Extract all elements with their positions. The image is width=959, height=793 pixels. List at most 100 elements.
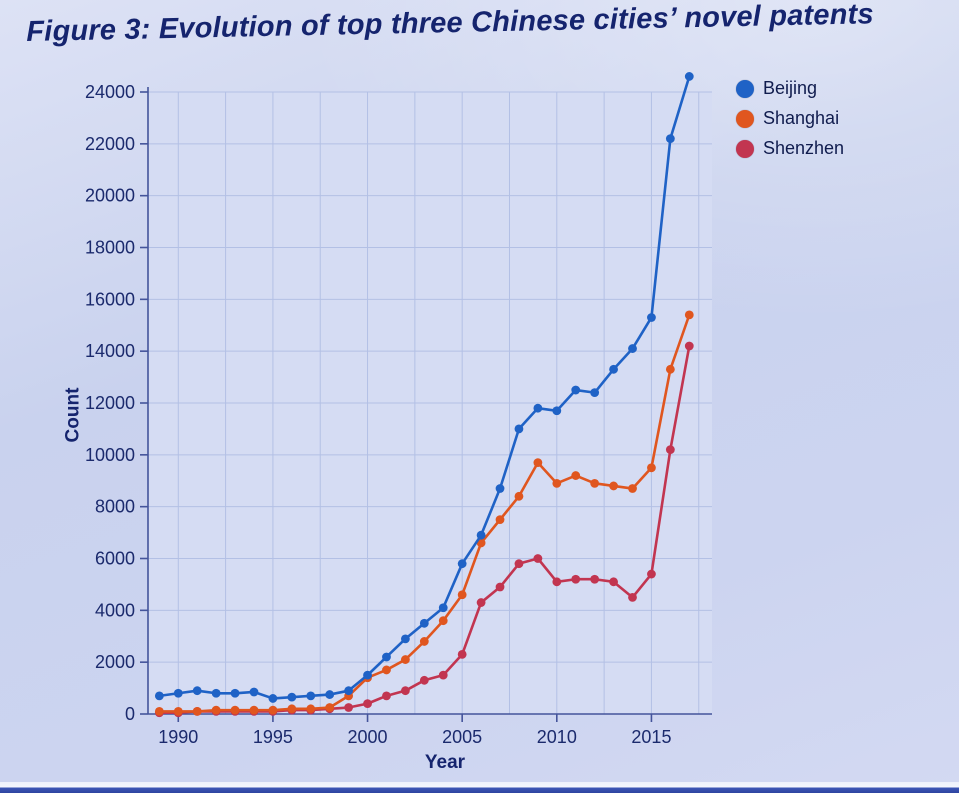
x-tick-label: 1995: [253, 727, 293, 747]
data-point-beijing: [192, 686, 202, 696]
legend-dot-shenzhen: [736, 139, 754, 158]
y-tick-label: 4000: [95, 600, 135, 620]
data-point-shanghai: [268, 705, 278, 715]
data-point-shanghai: [684, 310, 694, 320]
data-point-beijing: [306, 691, 316, 701]
data-point-shanghai: [154, 707, 164, 716]
data-point-shenzhen: [400, 686, 410, 696]
data-point-shenzhen: [382, 691, 391, 701]
y-tick-label: 0: [125, 704, 135, 724]
data-point-shenzhen: [609, 577, 618, 587]
data-point-shanghai: [438, 616, 448, 626]
data-point-shenzhen: [628, 592, 637, 602]
data-point-beijing: [495, 484, 505, 493]
y-tick-label: 12000: [85, 393, 135, 413]
legend-label-shanghai: Shanghai: [763, 108, 840, 128]
x-tick-label: 1990: [158, 727, 198, 747]
data-point-shenzhen: [514, 559, 524, 569]
y-axis-label: Count: [62, 387, 84, 443]
data-point-beijing: [249, 687, 259, 697]
data-point-shanghai: [533, 458, 543, 468]
data-point-shanghai: [230, 705, 240, 715]
data-point-beijing: [419, 618, 429, 628]
data-point-beijing: [647, 313, 656, 322]
data-point-beijing: [344, 686, 354, 696]
data-point-beijing: [533, 403, 543, 413]
data-point-beijing: [230, 688, 240, 698]
y-tick-label: 14000: [85, 341, 135, 361]
data-point-shanghai: [211, 705, 221, 715]
data-point-beijing: [684, 72, 694, 81]
data-point-beijing: [268, 694, 278, 703]
data-point-shenzhen: [476, 598, 486, 607]
y-tick-label: 22000: [85, 134, 135, 154]
data-point-beijing: [211, 688, 221, 698]
data-point-shanghai: [249, 705, 259, 715]
x-tick-label: 2000: [348, 727, 388, 747]
data-point-shanghai: [647, 463, 656, 473]
data-point-shanghai: [382, 665, 391, 675]
legend-item-shenzhen: Shenzhen: [736, 138, 844, 159]
y-tick-label: 6000: [95, 549, 135, 569]
data-point-shanghai: [287, 704, 297, 714]
data-point-beijing: [382, 652, 391, 662]
data-point-beijing: [325, 690, 335, 699]
data-point-shanghai: [590, 478, 600, 488]
y-tick-label: 20000: [85, 186, 135, 206]
y-tick-label: 16000: [85, 289, 135, 309]
data-point-shanghai: [609, 481, 618, 491]
x-axis-label: Year: [424, 752, 466, 773]
legend-label-shenzhen: Shenzhen: [763, 138, 845, 158]
data-point-beijing: [514, 424, 524, 434]
data-point-shanghai: [192, 707, 202, 716]
y-tick-label: 18000: [85, 238, 135, 258]
legend-dot-shanghai: [736, 109, 754, 128]
data-point-shenzhen: [590, 574, 600, 584]
data-point-beijing: [154, 691, 164, 701]
screen-bottom-edge: [0, 782, 959, 793]
y-tick-label: 8000: [95, 497, 135, 517]
data-point-shanghai: [665, 364, 675, 374]
x-tick-label: 2015: [631, 727, 671, 747]
x-tick-label: 2010: [537, 727, 577, 747]
data-point-shenzhen: [438, 670, 448, 680]
y-tick-label: 24000: [85, 82, 135, 102]
legend: Beijing Shanghai Shenzhen: [736, 78, 844, 159]
x-tick-label: 2005: [442, 727, 482, 747]
data-point-shanghai: [400, 655, 410, 664]
data-point-beijing: [287, 692, 297, 702]
data-point-shenzhen: [552, 577, 562, 587]
data-point-shenzhen: [533, 554, 543, 563]
data-point-beijing: [552, 406, 562, 416]
data-point-shenzhen: [684, 341, 694, 351]
legend-label-beijing: Beijing: [763, 78, 818, 98]
data-point-beijing: [476, 530, 486, 540]
data-point-beijing: [438, 603, 448, 613]
data-point-shanghai: [495, 515, 505, 525]
data-point-beijing: [609, 364, 618, 374]
data-point-shanghai: [419, 637, 429, 646]
data-point-shanghai: [552, 478, 562, 488]
data-point-shenzhen: [571, 574, 581, 584]
legend-item-beijing: Beijing: [736, 78, 844, 99]
data-point-shenzhen: [647, 569, 656, 579]
data-point-shenzhen: [344, 703, 354, 712]
data-point-shanghai: [514, 491, 524, 501]
data-point-beijing: [571, 385, 581, 395]
data-point-beijing: [400, 634, 410, 644]
data-point-beijing: [457, 559, 467, 569]
data-point-beijing: [590, 388, 600, 398]
data-point-beijing: [665, 134, 675, 144]
data-point-shanghai: [173, 707, 183, 716]
data-point-shanghai: [628, 484, 637, 493]
legend-item-shanghai: Shanghai: [736, 108, 844, 129]
data-point-shenzhen: [363, 699, 372, 709]
data-point-shanghai: [325, 703, 335, 712]
y-tick-label: 10000: [85, 445, 135, 465]
data-point-shenzhen: [457, 649, 467, 659]
data-point-shenzhen: [495, 582, 505, 592]
data-point-shanghai: [571, 471, 581, 480]
